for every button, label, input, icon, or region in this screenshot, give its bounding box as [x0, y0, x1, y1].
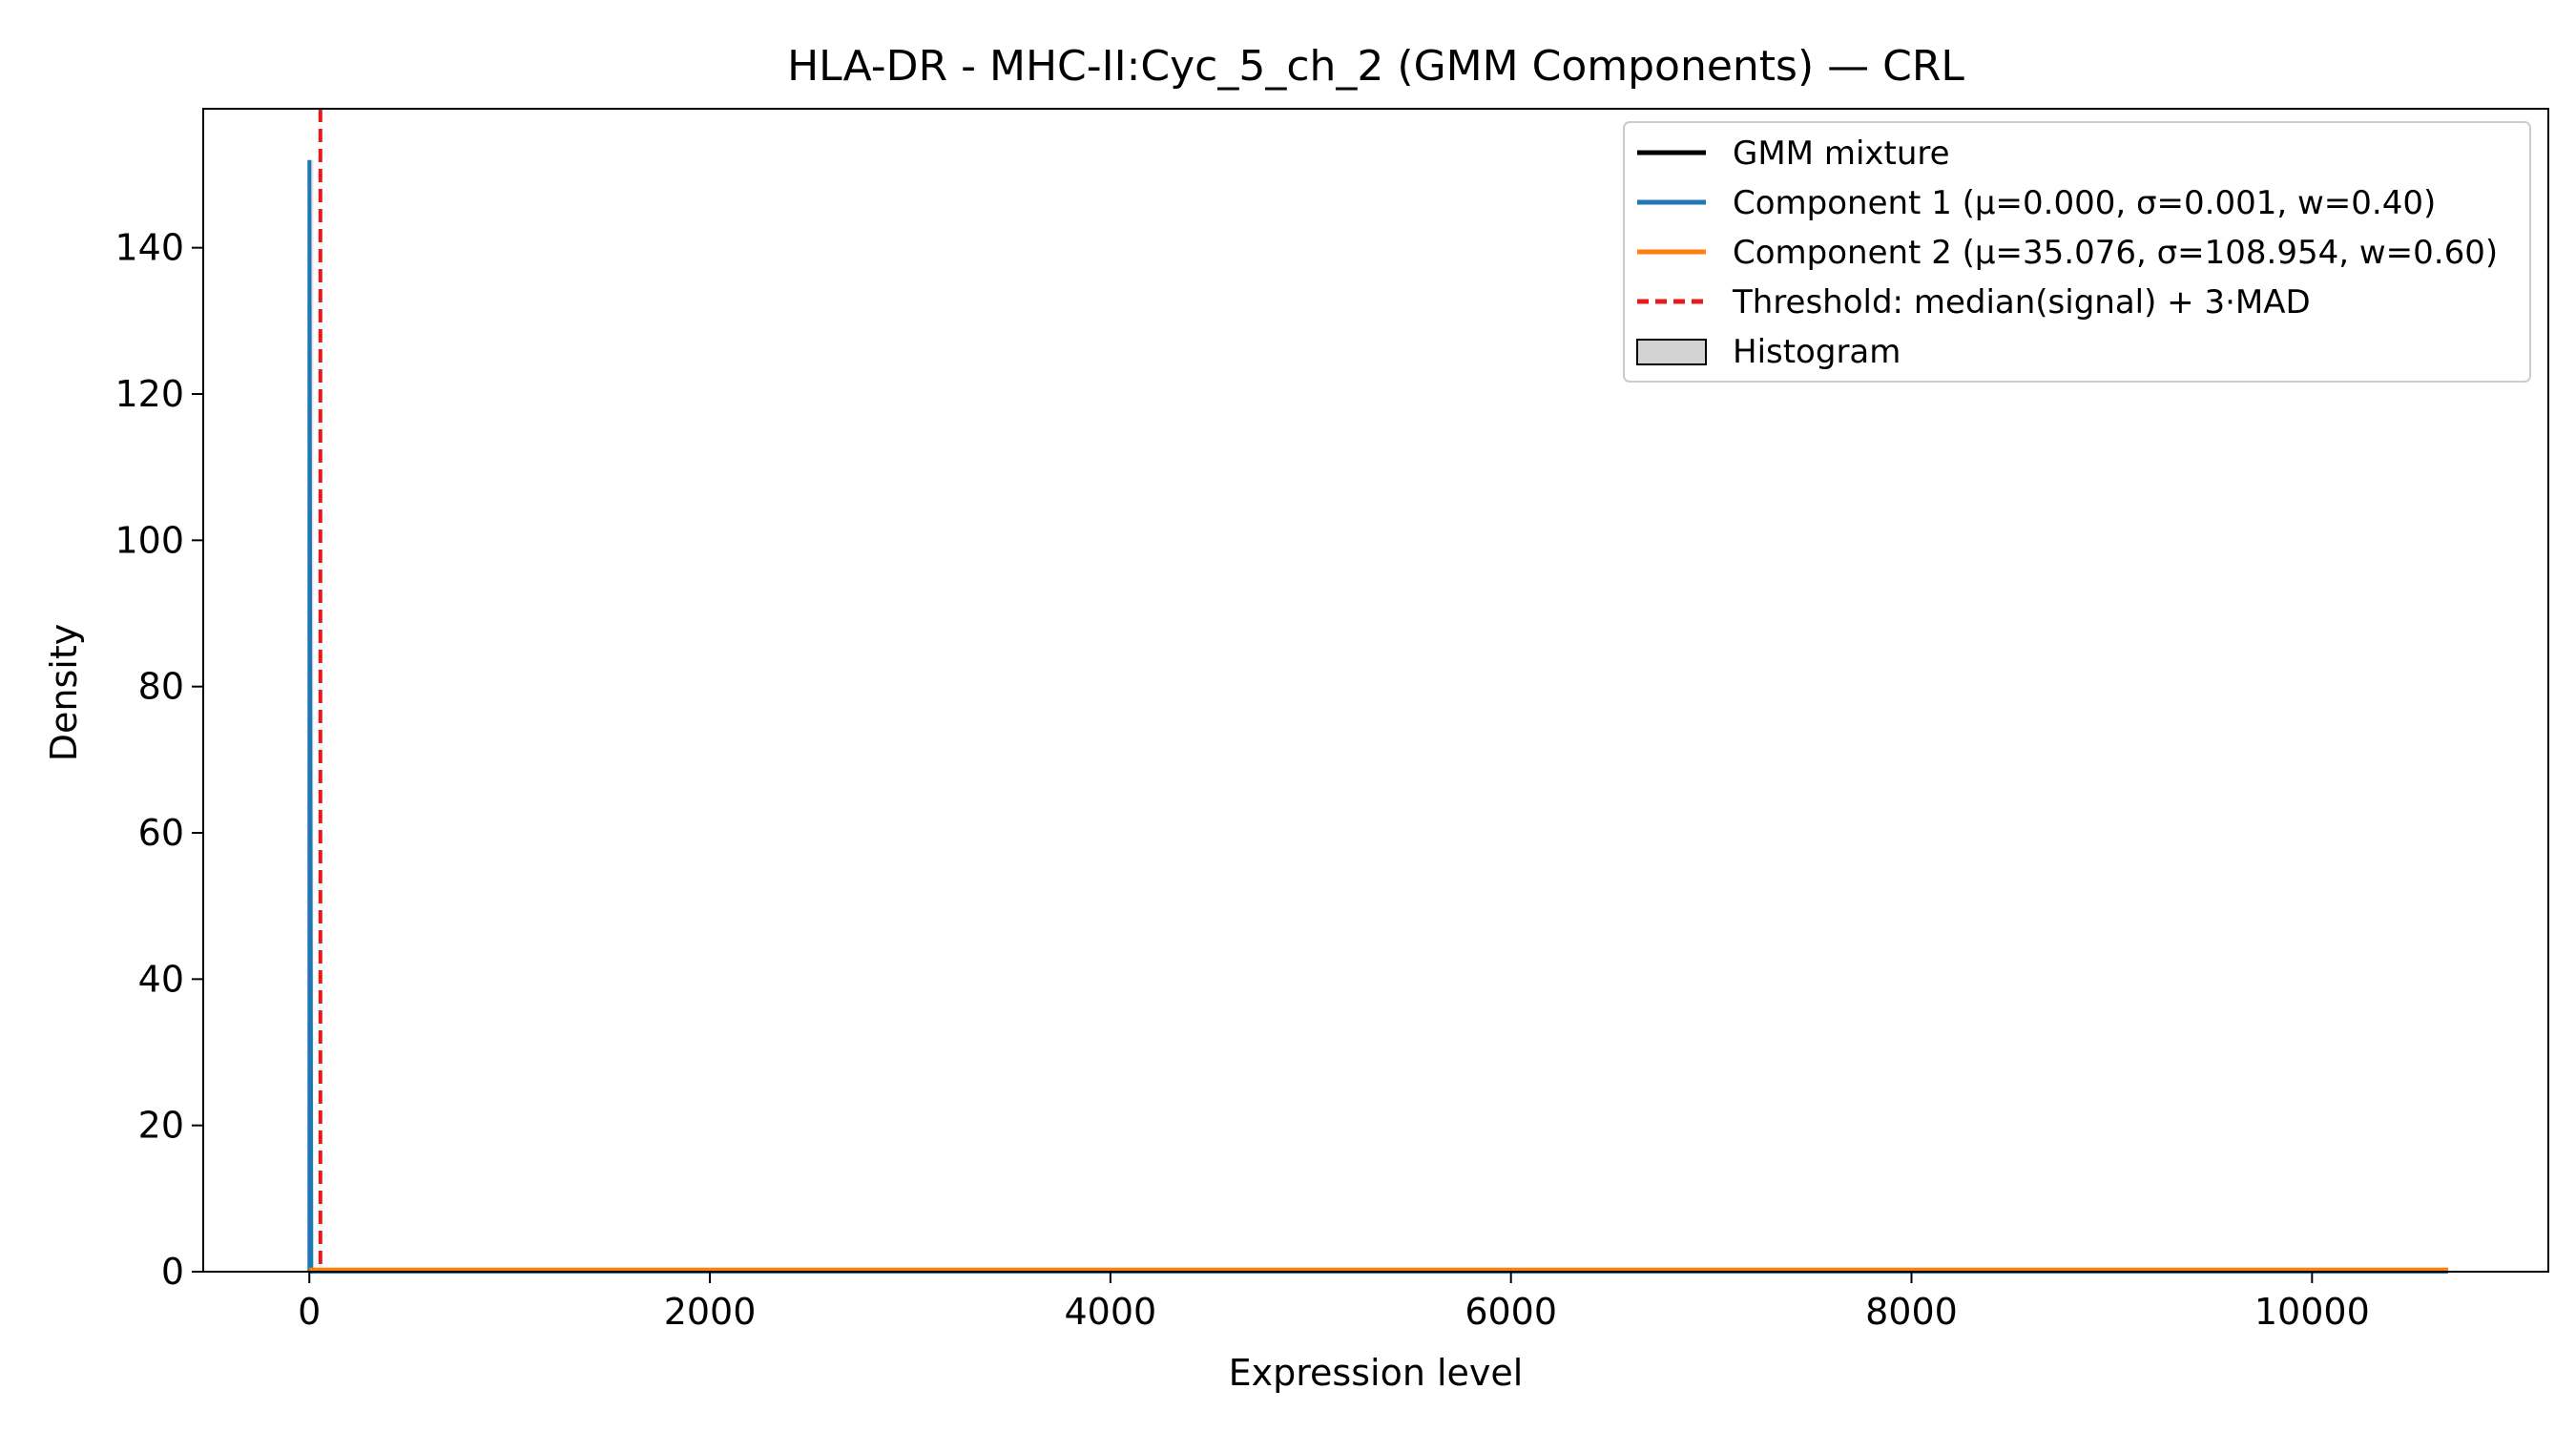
y-tick-label: 100 — [114, 519, 184, 561]
legend-label: Threshold: median(signal) + 3·MAD — [1732, 283, 2311, 321]
y-axis-ticks: 0 20 40 60 80 100 120 140 — [114, 227, 203, 1293]
y-axis-label: Density — [43, 624, 85, 761]
legend: GMM mixture Component 1 (μ=0.000, σ=0.001… — [1623, 121, 2531, 383]
x-tick-label: 2000 — [664, 1291, 757, 1333]
y-tick-label: 40 — [138, 958, 184, 1000]
legend-swatch — [1636, 339, 1707, 365]
legend-label: Component 1 (μ=0.000, σ=0.001, w=0.40) — [1733, 184, 2436, 222]
y-tick-label: 0 — [161, 1251, 184, 1293]
x-tick-label: 8000 — [1865, 1291, 1958, 1333]
x-tick-label: 0 — [298, 1291, 321, 1333]
axes-frame — [202, 108, 2549, 1273]
legend-box — [1623, 121, 2531, 383]
chart-title: HLA-DR - MHC-II:Cyc_5_ch_2 (GMM Componen… — [787, 42, 1964, 91]
legend-label: Histogram — [1733, 333, 1901, 371]
legend-label: GMM mixture — [1733, 135, 1950, 173]
legend-label: Component 2 (μ=35.076, σ=108.954, w=0.60… — [1733, 234, 2498, 272]
y-tick-label: 140 — [114, 227, 184, 269]
y-tick-label: 80 — [138, 666, 184, 708]
y-tick-label: 20 — [138, 1105, 184, 1147]
x-axis-label: Expression level — [1229, 1352, 1524, 1394]
x-tick-label: 6000 — [1465, 1291, 1557, 1333]
y-tick-label: 120 — [114, 373, 184, 415]
x-axis-ticks: 0 2000 4000 6000 8000 10000 — [298, 1272, 2370, 1333]
y-tick-label: 60 — [138, 812, 184, 854]
x-tick-label: 4000 — [1065, 1291, 1157, 1333]
x-tick-label: 10000 — [2254, 1291, 2370, 1333]
